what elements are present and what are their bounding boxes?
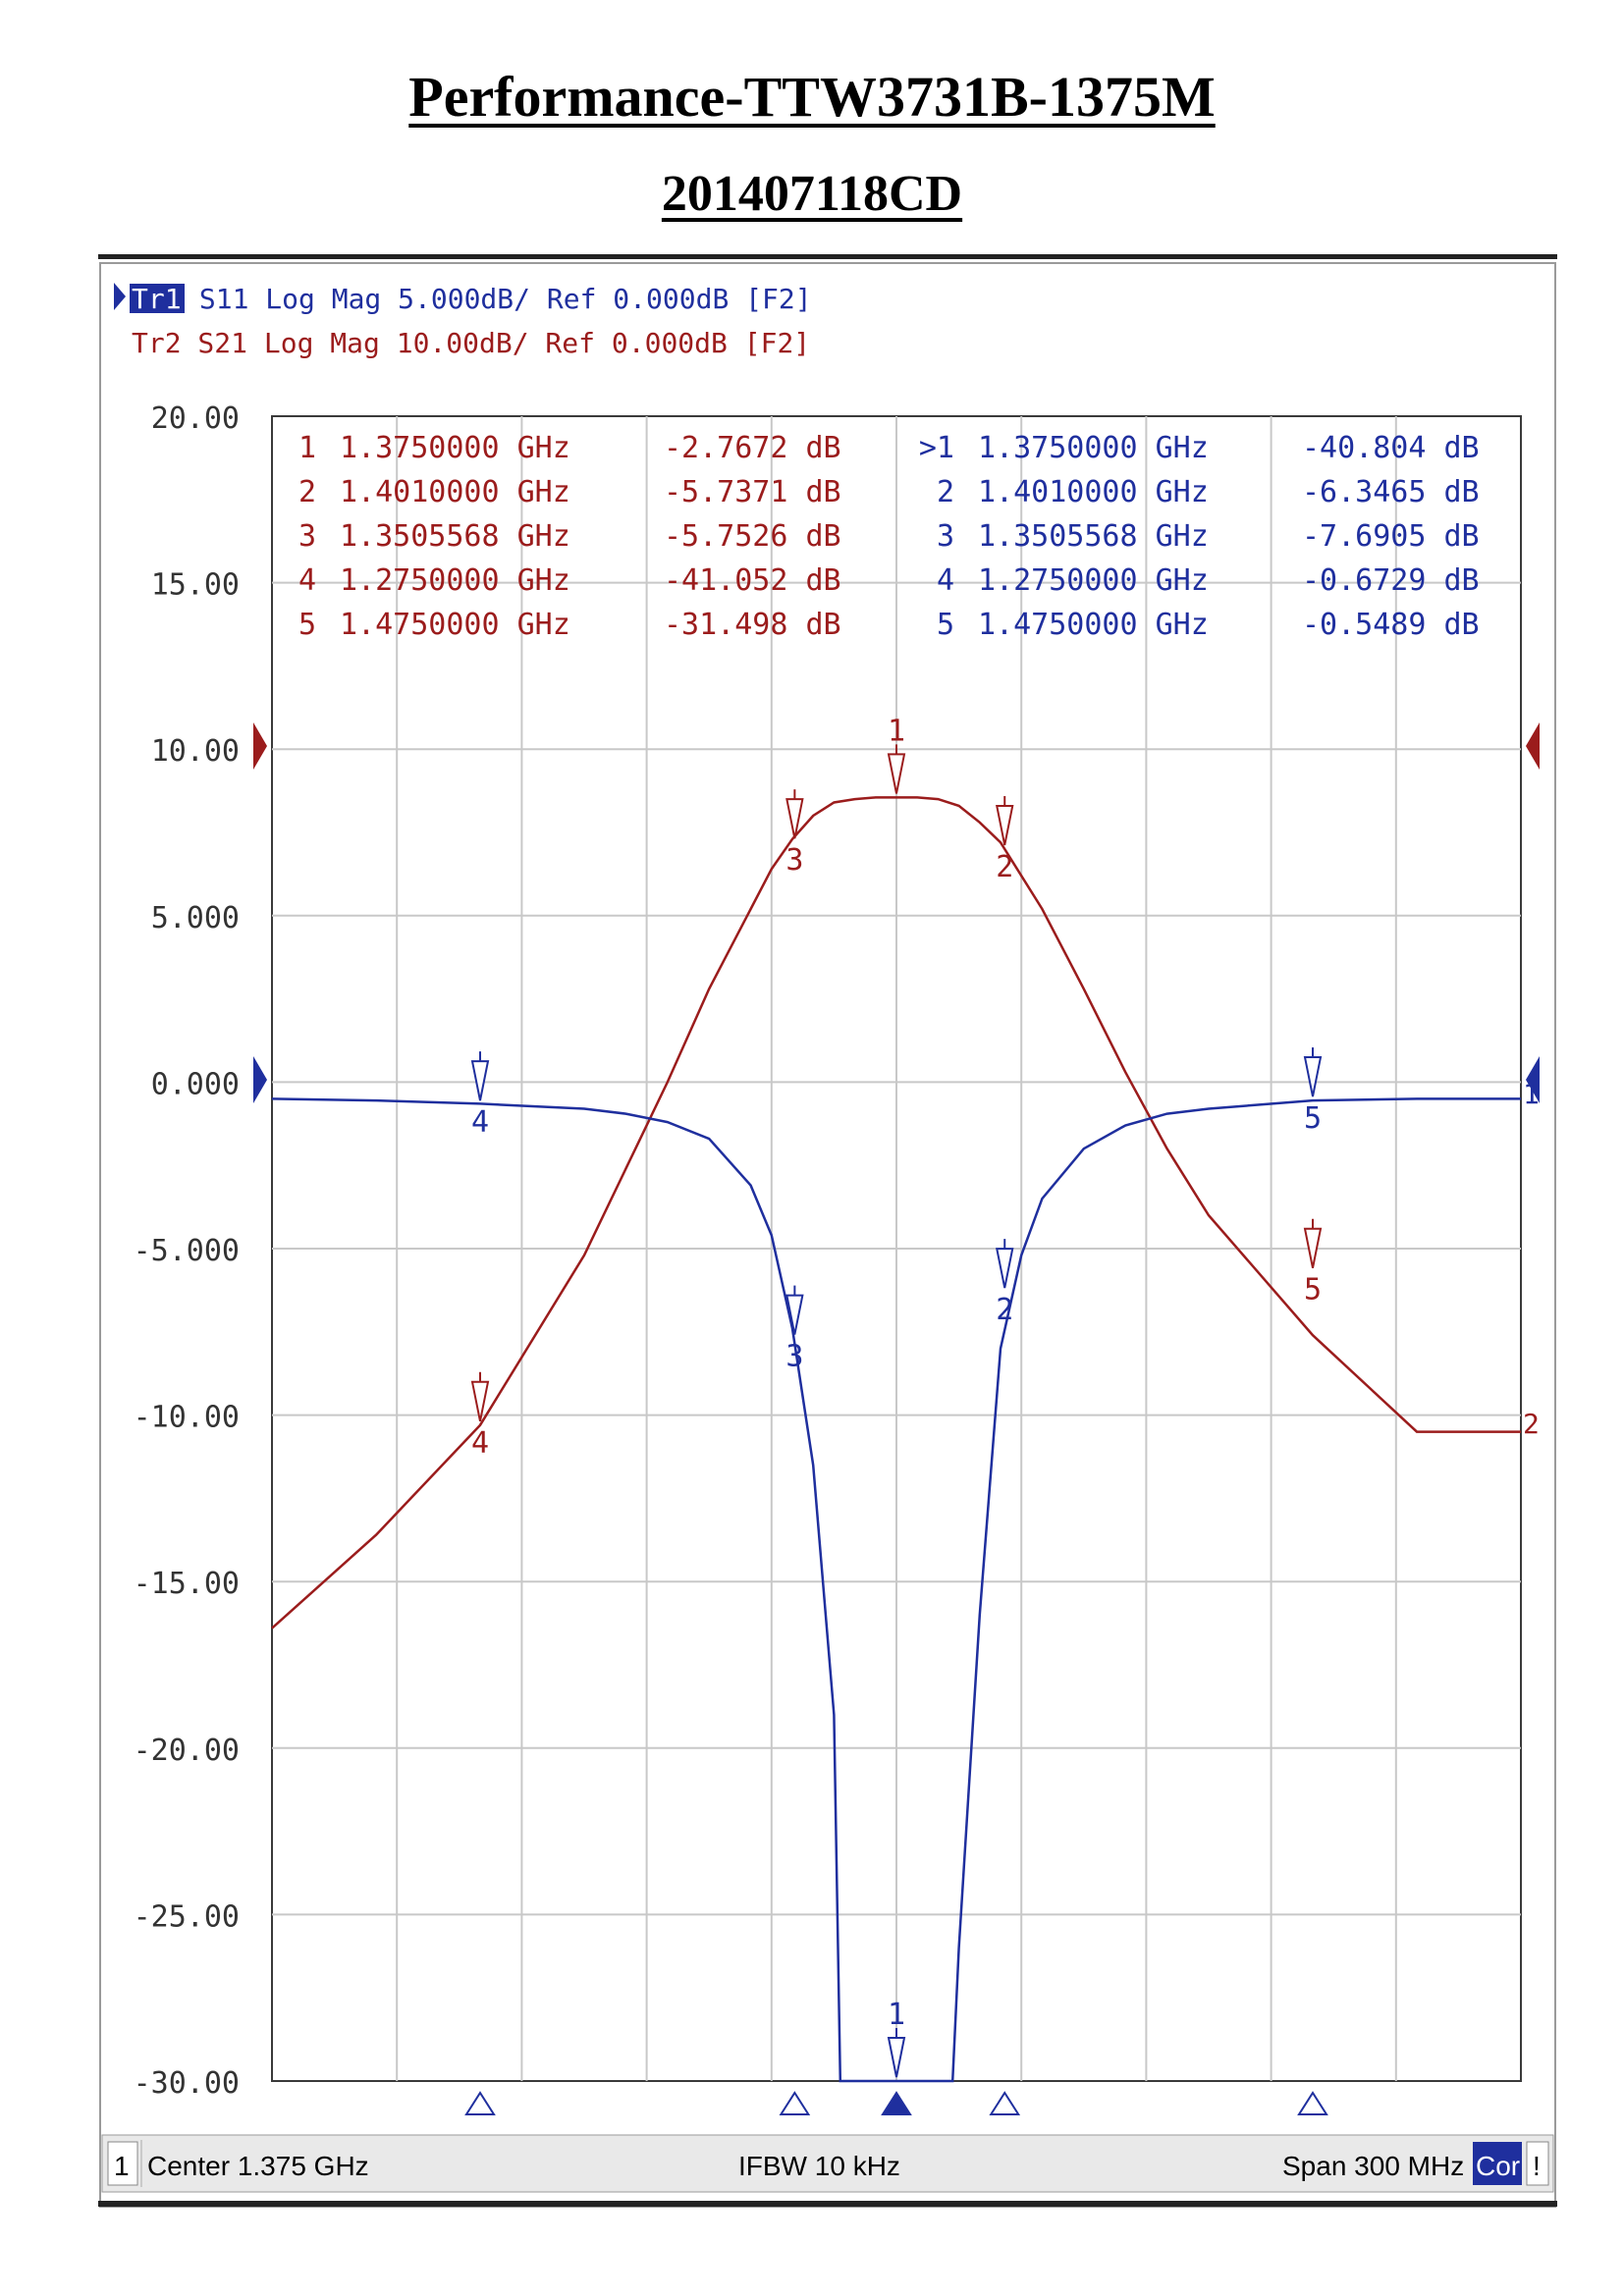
- marker-table-label: 4: [937, 563, 954, 598]
- y-tick-label: -10.00: [134, 1401, 240, 1435]
- marker-table-label: 2: [937, 475, 954, 509]
- y-tick-label: 10.00: [151, 734, 240, 769]
- trace-marker-label: 4: [471, 1105, 489, 1140]
- axis-marker-icon[interactable]: [464, 2091, 496, 2115]
- tr1-header[interactable]: S11 Log Mag 5.000dB/ Ref 0.000dB [F2]: [183, 283, 812, 315]
- marker-table-value: -5.7371 dB: [664, 475, 841, 509]
- y-tick-label: -25.00: [134, 1899, 240, 1934]
- alert-indicator[interactable]: !: [1533, 2151, 1541, 2181]
- marker-table-value: -5.7526 dB: [664, 519, 841, 554]
- document-subtitle: 201407118CD: [661, 166, 963, 222]
- axis-marker-icon[interactable]: [1297, 2091, 1328, 2115]
- y-tick-label: 20.00: [151, 401, 240, 436]
- s21-trace[interactable]: [271, 796, 1521, 1629]
- marker-table-label: 4: [298, 563, 316, 598]
- s21-ref-left-arrow-icon: [253, 722, 267, 770]
- y-tick-label: 0.000: [151, 1067, 240, 1101]
- s11-ref-right-arrow-icon: [1526, 1056, 1540, 1103]
- y-tick-labels: 20.00 15.00 10.00 5.000 0.000 -5.000 -10.00 -15…: [134, 401, 240, 2101]
- marker-table-value: -0.5489 dB: [1302, 608, 1480, 642]
- status-bar: [101, 2134, 1554, 2193]
- y-tick-label: 15.00: [151, 568, 240, 603]
- channel-box[interactable]: [107, 2141, 138, 2186]
- trace-marker-label: 1: [888, 714, 905, 748]
- trace-marker-label: 3: [785, 1340, 803, 1374]
- marker-table-value: -6.3465 dB: [1302, 475, 1480, 509]
- marker-table-value: -41.052 dB: [664, 563, 841, 598]
- s11-trace[interactable]: [271, 1097, 1521, 2083]
- s21-ref-right-arrow-icon: [1526, 722, 1540, 770]
- marker-table-value: -40.804 dB: [1302, 431, 1480, 465]
- y-tick-label: -30.00: [134, 2066, 240, 2101]
- marker-table-frequency: 1.4010000 GHz: [340, 475, 570, 509]
- marker-table-label: 2: [298, 475, 316, 509]
- tr2-header[interactable]: Tr2 S21 Log Mag 10.00dB/ Ref 0.000dB [F2…: [132, 327, 810, 359]
- marker-table-frequency: 1.3750000 GHz: [978, 431, 1209, 465]
- marker-table-label: 1: [298, 431, 316, 465]
- marker-table-label: 3: [298, 519, 316, 554]
- cor-badge-box[interactable]: [1473, 2142, 1522, 2185]
- axis-marker-icon[interactable]: [989, 2091, 1021, 2115]
- ifbw-setting[interactable]: IFBW 10 kHz: [738, 2151, 900, 2181]
- trace-marker-label: 2: [996, 1293, 1013, 1327]
- s11-trace-end-label: 1: [1523, 1078, 1540, 1110]
- screen-top-rule: [98, 254, 1557, 259]
- marker-table-frequency: 1.4750000 GHz: [340, 608, 570, 642]
- trace-marker-label: 5: [1304, 1273, 1322, 1308]
- grid: [272, 416, 1521, 2081]
- marker-table-label: 5: [937, 608, 954, 642]
- alert-box[interactable]: [1526, 2141, 1549, 2186]
- tr1-tag[interactable]: Tr1: [132, 283, 182, 315]
- y-tick-label: 5.000: [151, 901, 240, 935]
- s11-ref-left-arrow-icon: [253, 1056, 267, 1103]
- marker-table-frequency: 1.4750000 GHz: [978, 608, 1209, 642]
- marker-table-frequency: 1.2750000 GHz: [340, 563, 570, 598]
- y-tick-label: -20.00: [134, 1734, 240, 1768]
- active-trace-arrow-icon: [114, 283, 126, 310]
- cor-badge[interactable]: Cor: [1476, 2151, 1520, 2181]
- axis-marker-triangles: [464, 2091, 1328, 2115]
- y-tick-label: -15.00: [134, 1567, 240, 1601]
- channel-number[interactable]: 1: [114, 2151, 130, 2181]
- trace-marker-label: 5: [1304, 1101, 1322, 1136]
- axis-marker-icon[interactable]: [881, 2091, 912, 2115]
- s21-trace-end-label: 2: [1523, 1408, 1540, 1440]
- marker-table-frequency: 1.3505568 GHz: [978, 519, 1209, 554]
- trace-marker-label: 2: [996, 850, 1013, 884]
- marker-table-value: -0.6729 dB: [1302, 563, 1480, 598]
- marker-table-label: >1: [919, 431, 954, 465]
- s21-marker-table: 1 1.3750000 GHz -2.7672 dB 2 1.4010000 GHz -5…: [298, 431, 841, 642]
- trace-marker-label: 1: [888, 1998, 905, 2032]
- marker-table-frequency: 1.3505568 GHz: [340, 519, 570, 554]
- marker-table-value: -31.498 dB: [664, 608, 841, 642]
- s11-marker-table: >1 1.3750000 GHz -40.804 dB 2 1.4010000 GHz -…: [919, 431, 1480, 642]
- span-setting[interactable]: Span 300 MHz: [1282, 2151, 1464, 2181]
- marker-table-label: 5: [298, 608, 316, 642]
- marker-table-value: -7.6905 dB: [1302, 519, 1480, 554]
- marker-table-frequency: 1.4010000 GHz: [978, 475, 1209, 509]
- screen-bottom-rule: [98, 2201, 1557, 2207]
- marker-table-label: 3: [937, 519, 954, 554]
- y-tick-label: -5.000: [134, 1234, 240, 1268]
- trace-marker-label: 3: [785, 843, 803, 878]
- marker-table-frequency: 1.3750000 GHz: [340, 431, 570, 465]
- center-frequency[interactable]: Center 1.375 GHz: [147, 2151, 369, 2181]
- tr1-tag-box[interactable]: [130, 284, 185, 313]
- marker-table-frequency: 1.2750000 GHz: [978, 563, 1209, 598]
- marker-table-value: -2.7672 dB: [664, 431, 841, 465]
- trace-markers: 1 2 3 4 5 1 2 3 4 5: [470, 714, 1323, 2078]
- trace-marker-label: 4: [471, 1426, 489, 1461]
- axis-marker-icon[interactable]: [779, 2091, 811, 2115]
- document-title: Performance-TTW3731B-1375M: [408, 65, 1216, 129]
